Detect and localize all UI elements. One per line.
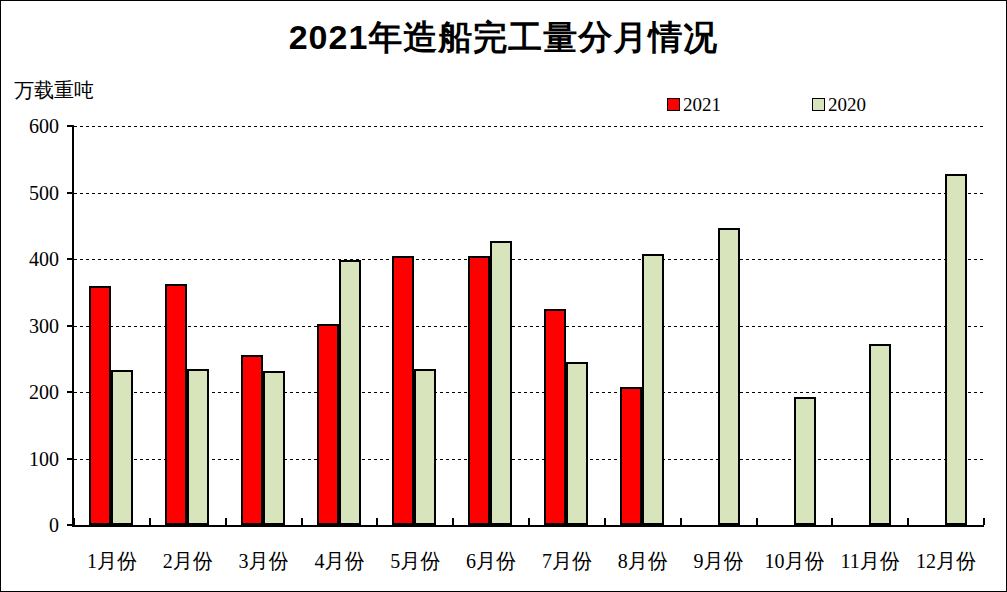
y-tick-300 <box>67 325 74 327</box>
x-axis-label-3月份: 3月份 <box>226 550 302 572</box>
bar-2020-7月份 <box>566 362 588 525</box>
bar-2020-10月份 <box>794 397 816 525</box>
bar-2020-8月份 <box>642 254 664 525</box>
x-tick-7 <box>604 518 606 525</box>
x-tick-2 <box>225 518 227 525</box>
x-tick-5 <box>452 518 454 525</box>
x-axis-label-7月份: 7月份 <box>529 550 605 572</box>
bar-2021-8月份 <box>620 387 642 525</box>
bar-2020-2月份 <box>187 369 209 525</box>
y-tick-label-500: 500 <box>1 181 59 205</box>
gridline-100 <box>74 459 984 460</box>
y-tick-600 <box>67 125 74 127</box>
legend-item-2020: 2020 <box>812 95 866 114</box>
bar-2020-5月份 <box>414 369 436 525</box>
gridline-400 <box>74 259 984 260</box>
x-axis-label-11月份: 11月份 <box>832 550 908 572</box>
x-tick-8 <box>680 518 682 525</box>
x-axis-label-5月份: 5月份 <box>377 550 453 572</box>
y-tick-400 <box>67 258 74 260</box>
y-tick-label-600: 600 <box>1 114 59 138</box>
bar-2020-9月份 <box>718 228 740 525</box>
bar-2020-12月份 <box>945 174 967 525</box>
x-axis-label-9月份: 9月份 <box>681 550 757 572</box>
chart: 2021年造船完工量分月情况 万载重吨 2021 2020 0 100 200 300… <box>0 0 1007 592</box>
x-axis-label-2月份: 2月份 <box>150 550 226 572</box>
bar-2021-1月份 <box>89 286 111 525</box>
y-tick-label-100: 100 <box>1 447 59 471</box>
x-axis-label-6月份: 6月份 <box>453 550 529 572</box>
y-tick-label-200: 200 <box>1 380 59 404</box>
x-axis-label-4月份: 4月份 <box>302 550 378 572</box>
legend-label-2020: 2020 <box>828 95 866 114</box>
bar-2020-6月份 <box>490 241 512 525</box>
legend-item-2021: 2021 <box>667 95 721 114</box>
bar-2021-5月份 <box>392 256 414 525</box>
bar-2021-7月份 <box>544 309 566 525</box>
bar-2021-4月份 <box>317 324 339 525</box>
bar-2020-3月份 <box>263 371 285 525</box>
x-axis-label-10月份: 10月份 <box>757 550 833 572</box>
legend-label-2021: 2021 <box>683 95 721 114</box>
x-tick-6 <box>528 518 530 525</box>
gridline-200 <box>74 392 984 393</box>
gridline-500 <box>74 193 984 194</box>
y-tick-200 <box>67 391 74 393</box>
x-tick-12 <box>983 518 985 525</box>
y-tick-label-0: 0 <box>1 513 59 537</box>
bar-2020-4月份 <box>339 260 361 525</box>
y-tick-500 <box>67 192 74 194</box>
legend-swatch-2021 <box>667 98 680 111</box>
x-tick-3 <box>301 518 303 525</box>
y-tick-label-300: 300 <box>1 314 59 338</box>
bar-2021-6月份 <box>468 256 490 525</box>
x-tick-10 <box>831 518 833 525</box>
x-tick-0 <box>73 518 75 525</box>
y-axis-unit-label: 万载重吨 <box>14 79 94 101</box>
x-axis-label-1月份: 1月份 <box>74 550 150 572</box>
x-tick-1 <box>149 518 151 525</box>
gridline-600 <box>74 126 984 127</box>
x-tick-9 <box>756 518 758 525</box>
x-tick-4 <box>376 518 378 525</box>
legend-swatch-2020 <box>812 98 825 111</box>
y-tick-100 <box>67 458 74 460</box>
bar-2020-1月份 <box>111 370 133 525</box>
x-axis-label-12月份: 12月份 <box>908 550 984 572</box>
x-tick-11 <box>907 518 909 525</box>
bar-2021-3月份 <box>241 355 263 525</box>
y-tick-label-400: 400 <box>1 247 59 271</box>
bar-2021-2月份 <box>165 284 187 525</box>
gridline-300 <box>74 326 984 327</box>
bar-2020-11月份 <box>869 344 891 525</box>
chart-title: 2021年造船完工量分月情况 <box>1 17 1006 57</box>
x-axis-label-8月份: 8月份 <box>605 550 681 572</box>
